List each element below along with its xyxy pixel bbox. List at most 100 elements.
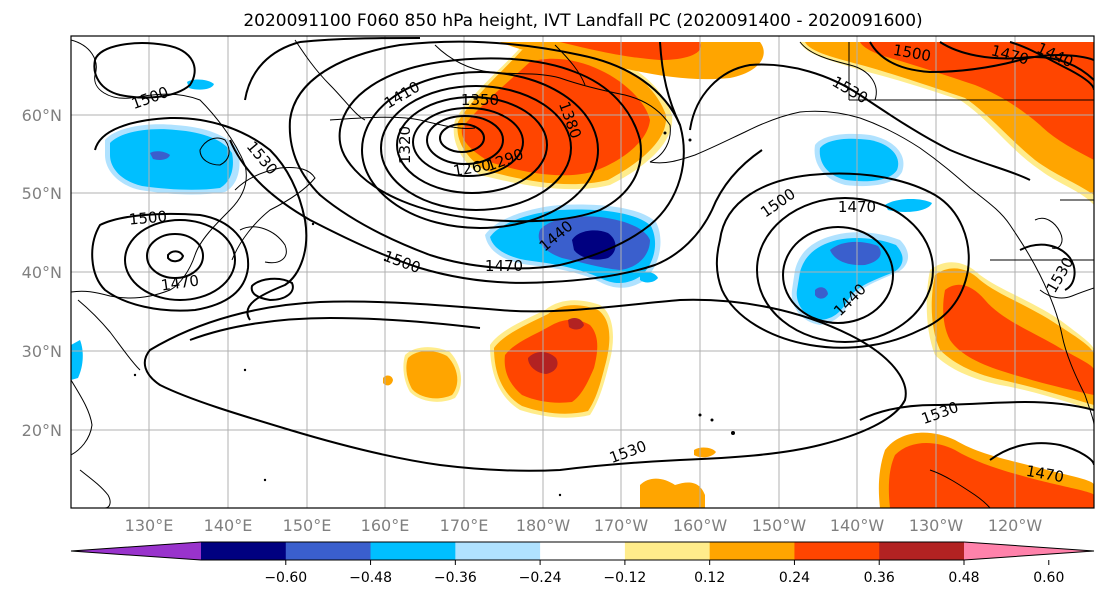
lat-label: 30°N bbox=[22, 342, 62, 361]
negative-ivt-region-nw bbox=[187, 79, 214, 90]
positive-ivt-region-small bbox=[640, 478, 705, 508]
contour-1530-se bbox=[1019, 243, 1076, 291]
contour-1470-ne bbox=[939, 41, 1094, 81]
height-contours bbox=[91, 37, 1094, 472]
colorbar-segment bbox=[455, 542, 541, 560]
colorbar-extend-min bbox=[71, 542, 201, 560]
contour-1530-ne bbox=[659, 41, 681, 126]
contour-1500-west bbox=[91, 212, 250, 312]
lat-label: 40°N bbox=[22, 263, 62, 282]
contour-1380 bbox=[380, 85, 572, 211]
colorbar-tick-label: −0.60 bbox=[264, 570, 307, 586]
contour-label: 1350 bbox=[461, 91, 499, 109]
contour-1320 bbox=[412, 107, 524, 177]
colorbar-tick-label: 0.12 bbox=[694, 570, 725, 586]
contour-label: 1470 bbox=[160, 271, 200, 294]
lat-label: 20°N bbox=[22, 421, 62, 440]
negative-ivt-region-west bbox=[110, 129, 233, 190]
contour-1260 bbox=[439, 123, 485, 153]
longitude-axis: 130°E 140°E 150°E 160°E 170°E 180°W 170°… bbox=[125, 516, 1043, 535]
contour-label: 1320 bbox=[396, 126, 414, 164]
colorbar bbox=[70, 541, 1095, 561]
colorbar-segment bbox=[540, 542, 626, 560]
negative-ivt-region-small bbox=[885, 199, 932, 212]
contour-1410 bbox=[361, 71, 599, 229]
lat-label: 50°N bbox=[22, 184, 62, 203]
lon-label: 140°E bbox=[204, 516, 253, 535]
contour-1500-north bbox=[244, 37, 421, 101]
contour-1500-se bbox=[859, 400, 1094, 421]
contour-1530-nw bbox=[250, 277, 294, 302]
contour-1530-south-inner bbox=[189, 316, 481, 341]
lon-label: 130°W bbox=[909, 516, 964, 535]
colorbar-segment bbox=[201, 542, 287, 560]
lon-label: 170°W bbox=[594, 516, 649, 535]
colorbar-tick-label: 0.48 bbox=[948, 570, 979, 586]
colorbar-tick-label: −0.12 bbox=[603, 570, 646, 586]
colorbar-tick-label: −0.36 bbox=[434, 570, 477, 586]
lon-label: 140°W bbox=[830, 516, 885, 535]
colorbar-tick-label: 0.60 bbox=[1033, 570, 1064, 586]
contour-1440-east bbox=[782, 226, 894, 324]
graticule bbox=[71, 36, 1094, 508]
contour-1440-ne bbox=[1009, 41, 1094, 91]
negative-ivt-region-ne bbox=[815, 287, 828, 299]
lon-label: 120°W bbox=[988, 516, 1043, 535]
contour-1500-mid bbox=[229, 139, 763, 284]
contour-1350 bbox=[396, 96, 548, 194]
lon-label: 160°W bbox=[673, 516, 728, 535]
contour-1500-east bbox=[715, 172, 970, 349]
contour-1440-west bbox=[146, 233, 204, 279]
islands bbox=[133, 131, 735, 497]
contour-1500-ne bbox=[869, 41, 1094, 74]
contour-label: 1470 bbox=[485, 257, 523, 275]
colorbar-segment bbox=[879, 542, 965, 560]
colorbar-segment bbox=[624, 542, 711, 560]
lon-label: 180°W bbox=[516, 516, 571, 535]
lat-label: 60°N bbox=[22, 106, 62, 125]
negative-ivt-region-alaska bbox=[819, 138, 899, 182]
negative-ivt-region-ne bbox=[830, 241, 881, 266]
positive-ivt-region-gulf bbox=[560, 42, 701, 60]
colorbar-outline bbox=[70, 541, 1095, 561]
negative-ivt-region-edge bbox=[71, 340, 83, 380]
colorbar-segment bbox=[285, 542, 372, 560]
contour-1470-west bbox=[124, 219, 236, 301]
contour-1500-nw bbox=[93, 42, 196, 99]
colorbar-tick-label: 0.24 bbox=[779, 570, 810, 586]
contour-1530-south bbox=[143, 298, 907, 472]
lon-label: 160°E bbox=[361, 516, 410, 535]
contour-1440-north bbox=[338, 57, 642, 223]
colorbar-tick-labels: −0.60 −0.48 −0.36 −0.24 −0.12 0.12 0.24 0.36 0.4… bbox=[264, 560, 1064, 586]
colorbar-tick-label: −0.48 bbox=[349, 570, 392, 586]
colorbar-segment bbox=[709, 542, 795, 560]
contour-label: 1500 bbox=[128, 207, 168, 228]
contour-1470-east bbox=[756, 197, 934, 343]
colorbar-segment bbox=[794, 542, 880, 560]
contour-label: 1470 bbox=[838, 198, 876, 216]
colorbar-extend-max bbox=[964, 542, 1094, 560]
positive-ivt-region-canada bbox=[860, 42, 1094, 160]
negative-ivt-region-west bbox=[150, 151, 170, 160]
contour-1290 bbox=[426, 115, 504, 165]
negative-ivt-core bbox=[572, 230, 616, 260]
lon-label: 130°E bbox=[125, 516, 174, 535]
negative-ivt-region-small bbox=[640, 272, 658, 283]
contour-1470-se bbox=[989, 442, 1094, 466]
colorbar-tick-label: −0.24 bbox=[519, 570, 562, 586]
colorbar-segment bbox=[370, 542, 456, 560]
map-frame bbox=[70, 35, 1095, 509]
positive-ivt-region-mexico bbox=[888, 443, 1094, 508]
contour-1470-inner-west bbox=[167, 250, 185, 263]
contour-1530-west bbox=[94, 116, 308, 321]
map-title: 2020091100 F060 850 hPa height, IVT Land… bbox=[243, 11, 922, 31]
lon-label: 170°E bbox=[440, 516, 489, 535]
positive-ivt-region-small bbox=[406, 350, 458, 399]
contour-1530-east bbox=[689, 63, 1031, 181]
lon-label: 150°E bbox=[283, 516, 332, 535]
positive-ivt-region-westcoast bbox=[943, 284, 1094, 395]
positive-ivt-core bbox=[568, 317, 584, 330]
latitude-axis: 60°N 50°N 40°N 30°N 20°N bbox=[22, 106, 62, 440]
